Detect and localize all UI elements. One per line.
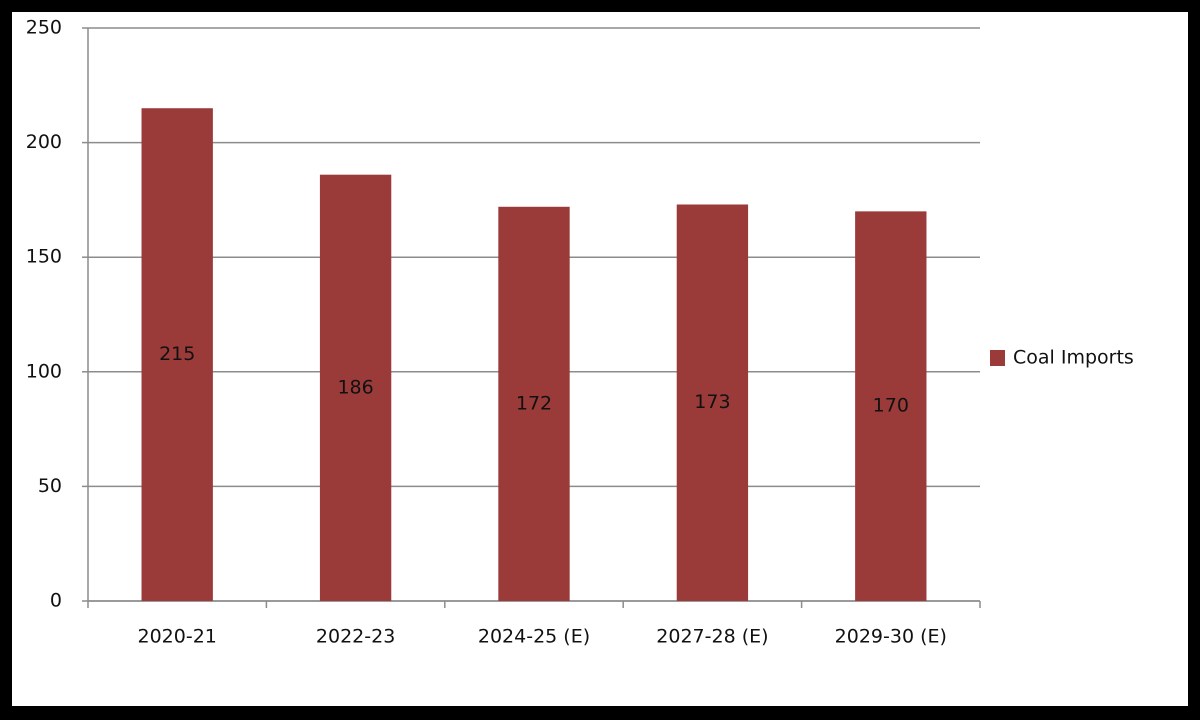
data-label: 172 xyxy=(516,392,552,414)
x-tick-label: 2020-21 xyxy=(138,626,217,648)
bar xyxy=(319,174,392,602)
x-tick-label: 2027-28 (E) xyxy=(656,626,768,648)
y-tick-label: 250 xyxy=(26,17,62,39)
y-tick-label: 0 xyxy=(50,590,62,612)
legend-label: Coal Imports xyxy=(1013,347,1134,369)
data-label: 186 xyxy=(337,376,373,398)
data-label: 173 xyxy=(694,391,730,413)
y-tick-label: 200 xyxy=(26,131,62,153)
bar xyxy=(141,108,213,601)
y-tick-label: 150 xyxy=(26,246,62,268)
bar xyxy=(855,211,927,602)
y-tick-label: 50 xyxy=(38,475,62,497)
x-tick-label: 2029-30 (E) xyxy=(835,626,947,648)
x-tick-label: 2024-25 (E) xyxy=(478,626,590,648)
y-tick-label: 100 xyxy=(26,360,62,382)
x-tick-label: 2022-23 xyxy=(316,626,395,648)
data-label: 170 xyxy=(873,395,909,417)
legend-swatch xyxy=(990,350,1005,366)
data-label: 215 xyxy=(159,343,195,365)
bar xyxy=(498,206,570,601)
bar xyxy=(676,204,749,601)
